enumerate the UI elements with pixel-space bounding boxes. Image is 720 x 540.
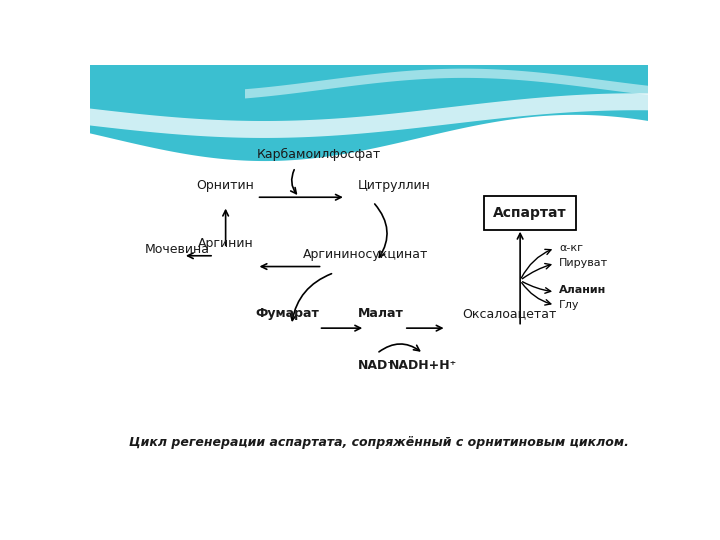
Text: α-кг: α-кг: [559, 243, 583, 253]
Text: Орнитин: Орнитин: [197, 179, 255, 192]
Polygon shape: [90, 93, 648, 138]
Text: NADH+H⁺: NADH+H⁺: [389, 359, 457, 372]
Text: Аргининосукцинат: Аргининосукцинат: [302, 248, 428, 261]
Text: Оксалоацетат: Оксалоацетат: [462, 307, 557, 320]
Text: Аргинин: Аргинин: [198, 237, 253, 249]
Text: Цикл регенерации аспартата, сопряжённый с орнитиновым циклом.: Цикл регенерации аспартата, сопряжённый …: [129, 436, 629, 449]
FancyBboxPatch shape: [484, 195, 576, 230]
Text: Аланин: Аланин: [559, 286, 606, 295]
Polygon shape: [245, 69, 648, 98]
Text: Малат: Малат: [358, 307, 404, 320]
Text: Глу: Глу: [559, 300, 580, 310]
Polygon shape: [90, 65, 648, 161]
Text: NAD⁺: NAD⁺: [359, 359, 395, 372]
Text: Цитруллин: Цитруллин: [357, 179, 431, 192]
Text: Фумарат: Фумарат: [256, 307, 320, 320]
Text: Аспартат: Аспартат: [492, 206, 566, 220]
Text: Мочевина: Мочевина: [144, 243, 210, 256]
Text: Пируват: Пируват: [559, 259, 608, 268]
Text: Карбамоилфосфат: Карбамоилфосфат: [256, 148, 381, 161]
